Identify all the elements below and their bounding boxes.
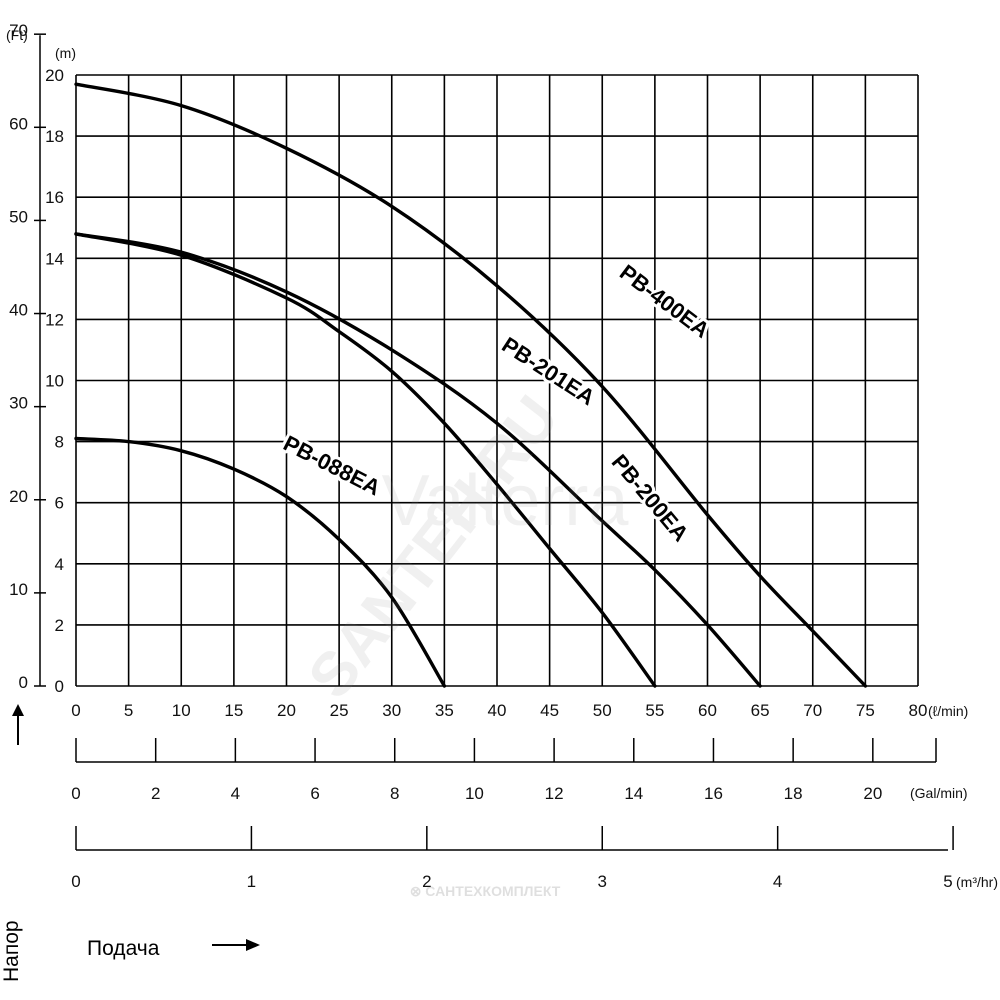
curve-pb-200ea (74, 232, 657, 688)
curve-label-pb-400ea: PB-400EA (615, 260, 714, 343)
y-tick-label-m: 2 (55, 616, 64, 635)
x-tick-label-lpm: 55 (645, 701, 664, 720)
up-arrow-icon (12, 704, 24, 716)
x-axis-title-group: Подача (87, 937, 260, 960)
x-tick-label-lpm: 30 (382, 701, 401, 720)
svg-text:⊗ САНТЕХКОМПЛЕКТ: ⊗ САНТЕХКОМПЛЕКТ (410, 883, 561, 899)
svg-text:SANTEH.RU: SANTEH.RU (295, 384, 572, 711)
x-tick-label-lpm: 10 (172, 701, 191, 720)
x-tick-label-lpm: 50 (593, 701, 612, 720)
y-tick-label-ft: 30 (9, 394, 28, 413)
y-tick-label-m: 12 (45, 310, 64, 329)
x-tick-label-lpm: 70 (803, 701, 822, 720)
x-tick-label-lpm: 80 (909, 701, 928, 720)
x-tick-label-lpm: 15 (224, 701, 243, 720)
y-tick-label-ft: 50 (9, 207, 28, 226)
svg-text:Valterra: Valterra (382, 461, 630, 541)
right-arrow-icon (246, 939, 260, 951)
y-axis-title-group: Напор (0, 704, 24, 982)
chart-axes: 02468101214161820(m)010203040506070(Ft)0… (6, 21, 998, 891)
y-tick-label-m: 20 (45, 66, 64, 85)
x-tick-label-gpm: 16 (704, 784, 723, 803)
x-tick-label-m3h: 0 (71, 872, 80, 891)
x-tick-label-lpm: 0 (71, 701, 80, 720)
x-tick-label-m3h: 3 (598, 872, 607, 891)
y-tick-label-ft: 10 (9, 580, 28, 599)
y-tick-label-ft: 70 (9, 21, 28, 40)
x-tick-label-gpm: 20 (863, 784, 882, 803)
y-tick-label-m: 14 (45, 249, 64, 268)
x-tick-label-gpm: 18 (784, 784, 803, 803)
x-tick-label-gpm: 14 (624, 784, 643, 803)
x-tick-label-lpm: 35 (435, 701, 454, 720)
x-tick-label-lpm: 65 (751, 701, 770, 720)
x-tick-label-gpm: 2 (151, 784, 160, 803)
y-tick-label-m: 6 (55, 494, 64, 513)
y-axis-title: Напор (0, 920, 23, 982)
x-tick-label-lpm: 75 (856, 701, 875, 720)
x-tick-label-m3h: 1 (247, 872, 256, 891)
x-tick-label-lpm: 20 (277, 701, 296, 720)
x-tick-label-lpm: 60 (698, 701, 717, 720)
x-tick-label-lpm: 40 (488, 701, 507, 720)
y-unit-m: (m) (55, 45, 76, 61)
x-tick-label-gpm: 0 (71, 784, 80, 803)
x-tick-label-gpm: 4 (231, 784, 240, 803)
curve-pb-400ea (74, 82, 868, 688)
y-unit-ft: (Ft) (6, 27, 28, 43)
y-tick-label-m: 4 (55, 555, 64, 574)
watermark-brand-footer: ⊗ САНТЕХКОМПЛЕКТ (410, 883, 561, 899)
x-unit-m3h: (m³/hr) (956, 874, 998, 890)
chart-grid (75, 74, 919, 687)
x-tick-label-lpm: 45 (540, 701, 559, 720)
x-unit-lpm: (ℓ/min) (928, 703, 968, 719)
x-tick-label-gpm: 10 (465, 784, 484, 803)
chart-curves (74, 82, 868, 688)
x-axis-title: Подача (87, 937, 160, 960)
x-tick-label-gpm: 8 (390, 784, 399, 803)
y-tick-label-m: 10 (45, 372, 64, 391)
curve-pb-201ea (74, 232, 762, 688)
x-tick-label-lpm: 5 (124, 701, 133, 720)
x-tick-label-m3h: 2 (422, 872, 431, 891)
y-tick-label-m: 18 (45, 127, 64, 146)
y-tick-label-ft: 40 (9, 301, 28, 320)
y-tick-label-ft: 20 (9, 487, 28, 506)
x-unit-gpm: (Gal/min) (910, 785, 968, 801)
y-tick-label-m: 0 (55, 677, 64, 696)
y-tick-label-m: 16 (45, 188, 64, 207)
y-tick-label-m: 8 (55, 433, 64, 452)
x-tick-label-gpm: 12 (545, 784, 564, 803)
y-tick-label-ft: 60 (9, 114, 28, 133)
x-tick-label-m3h: 4 (773, 872, 782, 891)
x-tick-label-m3h: 5 (943, 872, 952, 891)
x-tick-label-gpm: 6 (310, 784, 319, 803)
x-tick-label-lpm: 25 (330, 701, 349, 720)
y-tick-label-ft: 0 (19, 673, 28, 692)
curve-pb-088ea (74, 436, 447, 688)
